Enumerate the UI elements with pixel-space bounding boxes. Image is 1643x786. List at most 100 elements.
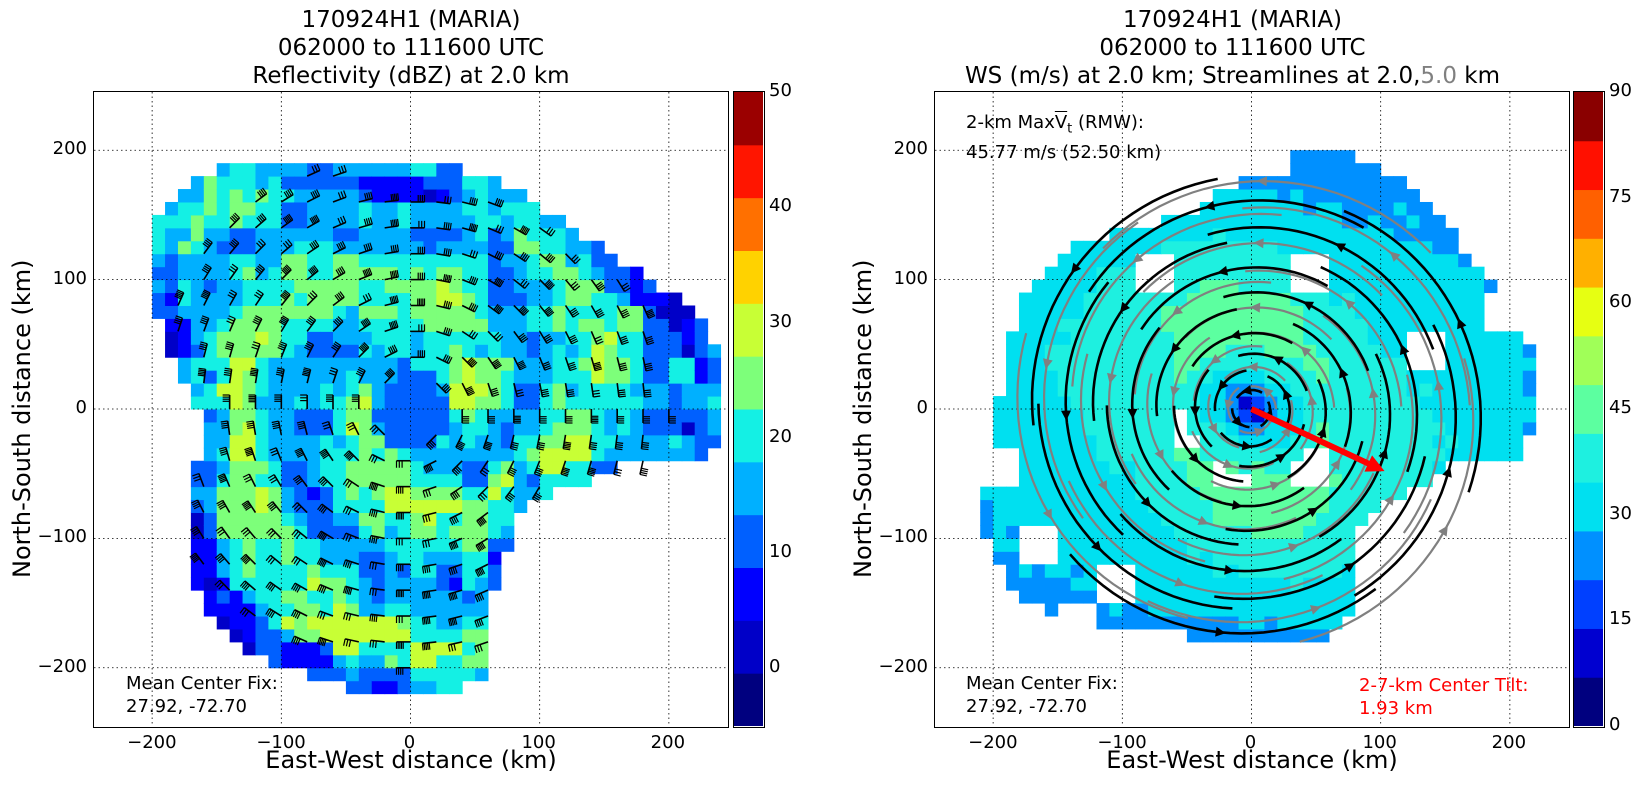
reflectivity-cell bbox=[294, 357, 308, 371]
wind-speed-cell bbox=[1044, 279, 1059, 294]
reflectivity-cell bbox=[177, 227, 192, 242]
wind-speed-cell bbox=[1484, 331, 1498, 345]
wind-speed-cell bbox=[1109, 318, 1123, 332]
wind-speed-cell bbox=[1006, 383, 1020, 397]
reflectivity-cell bbox=[307, 654, 321, 669]
reflectivity-cell bbox=[332, 590, 347, 604]
wind-speed-cell bbox=[1329, 616, 1343, 630]
wind-speed-cell bbox=[1290, 344, 1304, 358]
wind-barb-flag bbox=[296, 479, 303, 486]
wind-barb-flag bbox=[321, 533, 326, 541]
wind-speed-cell bbox=[1031, 383, 1046, 397]
reflectivity-cell bbox=[655, 318, 670, 332]
wind-barb-flag bbox=[203, 265, 211, 271]
wind-barb-flag bbox=[550, 229, 556, 237]
wind-barb-flag bbox=[373, 614, 376, 622]
wind-barb-flag bbox=[371, 535, 374, 544]
wind-speed-cell bbox=[980, 512, 994, 526]
wind-speed-cell bbox=[1341, 357, 1356, 371]
wind-barb-flag bbox=[265, 554, 272, 562]
wind-speed-cell bbox=[1018, 409, 1033, 423]
reflectivity-cell bbox=[397, 654, 411, 669]
reflectivity-cell bbox=[681, 409, 696, 423]
reflectivity-cell bbox=[358, 486, 373, 501]
reflectivity-cell bbox=[320, 525, 334, 539]
wind-barb-flag bbox=[244, 558, 251, 565]
wind-speed-cell bbox=[1148, 357, 1162, 371]
colorbar-swatch bbox=[734, 620, 763, 674]
reflectivity-cell bbox=[423, 240, 437, 255]
wind-barb bbox=[358, 370, 366, 384]
wind-speed-cell bbox=[1290, 150, 1304, 164]
reflectivity-cell bbox=[513, 460, 528, 475]
reflectivity-colorbar bbox=[733, 91, 765, 728]
reflectivity-cell bbox=[707, 434, 722, 449]
reflectivity-cell bbox=[216, 331, 231, 345]
reflectivity-cell bbox=[436, 201, 450, 216]
wind-barb bbox=[435, 356, 450, 365]
reflectivity-cell bbox=[552, 421, 567, 436]
wind-barb bbox=[345, 585, 360, 591]
colorbar-swatch bbox=[734, 92, 763, 146]
reflectivity-cell bbox=[681, 357, 696, 371]
reflectivity-cell bbox=[500, 292, 515, 306]
wind-barb-flag bbox=[372, 640, 375, 648]
x-tick-label: 100 bbox=[521, 732, 556, 753]
wind-barb-flag bbox=[645, 368, 654, 372]
wind-barb-flag bbox=[572, 312, 580, 318]
wind-barb-flag bbox=[175, 292, 183, 297]
wind-speed-cell bbox=[1135, 616, 1149, 630]
wind-barb-flag bbox=[283, 191, 289, 199]
reflectivity-cell bbox=[397, 214, 411, 229]
wind-barb-flag bbox=[319, 532, 325, 540]
wind-barb-flag bbox=[536, 448, 544, 451]
wind-speed-cell bbox=[1238, 525, 1252, 539]
streamline-arrow bbox=[1330, 459, 1341, 471]
right-title-line3b: 5.0 bbox=[1420, 63, 1457, 89]
wind-barb-flag bbox=[480, 618, 484, 626]
streamline-arrow bbox=[1140, 496, 1152, 508]
wind-speed-cell bbox=[1341, 525, 1356, 539]
wind-speed-cell bbox=[993, 499, 1007, 514]
wind-speed-cell bbox=[1509, 357, 1524, 371]
wind-barb-flag bbox=[614, 471, 622, 474]
wind-barb-flag bbox=[493, 277, 499, 284]
wind-barb-flag bbox=[544, 367, 552, 371]
colorbar-swatch bbox=[734, 250, 763, 304]
wind-barb-flag bbox=[246, 420, 254, 423]
reflectivity-cell bbox=[371, 331, 386, 345]
reflectivity-cell bbox=[643, 318, 657, 332]
reflectivity-cell bbox=[565, 227, 579, 242]
reflectivity-cell bbox=[307, 227, 321, 242]
left-title-line2: 062000 to 111600 UTC bbox=[277, 35, 545, 61]
reflectivity-cell bbox=[255, 590, 269, 604]
wind-barb-flag bbox=[647, 313, 655, 318]
wind-barb-flag bbox=[619, 366, 628, 370]
reflectivity-cell bbox=[694, 421, 709, 436]
wind-speed-cell bbox=[993, 421, 1007, 436]
wind-barb-flag bbox=[549, 284, 555, 290]
reflectivity-cell bbox=[255, 486, 269, 501]
reflectivity-cell bbox=[229, 616, 244, 630]
wind-barb-flag bbox=[365, 243, 369, 251]
reflectivity-cell bbox=[462, 486, 476, 501]
reflectivity-cell bbox=[707, 344, 722, 358]
wind-barb-flag bbox=[595, 310, 603, 315]
reflectivity-cell bbox=[643, 279, 657, 294]
wind-barb-flag bbox=[348, 426, 356, 432]
streamline-arrow bbox=[1399, 344, 1410, 356]
wind-speed-cell bbox=[1018, 292, 1033, 306]
reflectivity-cell bbox=[513, 214, 528, 229]
reflectivity-cell bbox=[307, 383, 321, 397]
wind-speed-cell bbox=[1018, 564, 1033, 578]
reflectivity-cell bbox=[307, 409, 321, 423]
reflectivity-cell bbox=[475, 253, 489, 268]
reflectivity-cell bbox=[384, 616, 399, 630]
reflectivity-cell bbox=[475, 305, 489, 319]
wind-barb-flag bbox=[362, 343, 368, 349]
reflectivity-cell bbox=[190, 460, 205, 475]
wind-speed-cell bbox=[1238, 396, 1252, 410]
wind-speed-cell bbox=[1380, 214, 1395, 229]
wind-speed-cell bbox=[1083, 344, 1097, 358]
reflectivity-cell bbox=[500, 370, 515, 384]
